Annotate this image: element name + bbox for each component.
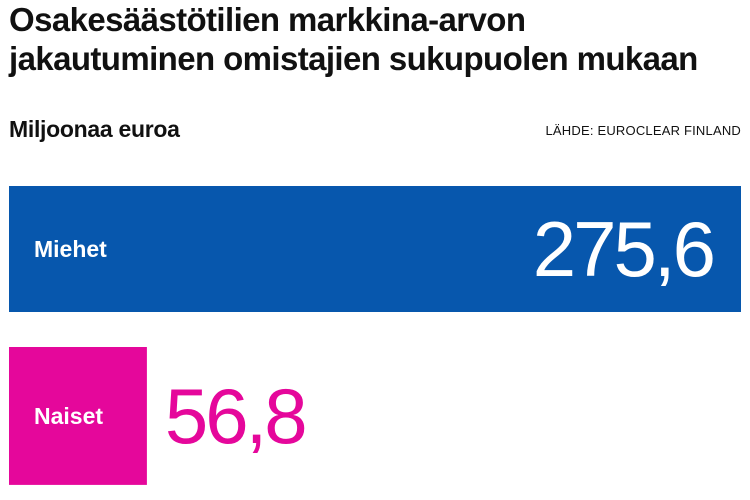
value-label-naiset: 56,8 (165, 372, 305, 460)
source-note: LÄHDE: EUROCLEAR FINLAND (545, 123, 741, 138)
chart-title-line-2: jakautuminen omistajien sukupuolen mukaa… (9, 40, 698, 77)
bar-naiset (9, 347, 147, 485)
bar-miehet (9, 186, 741, 312)
bar-label-naiset: Naiset (34, 403, 103, 429)
chart-title: Osakesäästötilien markkina-arvon jakautu… (9, 0, 744, 78)
chart-title-line-1: Osakesäästötilien markkina-arvon (9, 1, 526, 38)
bar-label-miehet: Miehet (34, 236, 107, 262)
value-label-miehet: 275,6 (533, 205, 713, 293)
chart-subtitle: Miljoonaa euroa (9, 116, 180, 142)
